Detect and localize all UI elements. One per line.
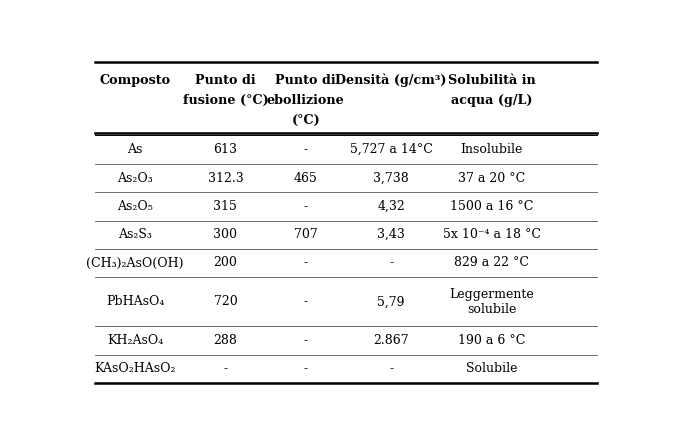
Text: 200: 200 [213,256,238,270]
Text: Solubilità in: Solubilità in [448,74,535,87]
Text: 5,79: 5,79 [377,295,405,308]
Text: 613: 613 [213,143,238,156]
Text: 312.3: 312.3 [207,172,243,185]
Text: As₂O₅: As₂O₅ [117,200,153,213]
Text: KAsO₂HAsO₂: KAsO₂HAsO₂ [95,362,176,375]
Text: 3,738: 3,738 [373,172,409,185]
Text: (°C): (°C) [292,114,320,127]
Text: Leggermente
solubile: Leggermente solubile [449,288,534,316]
Text: fusione (°C): fusione (°C) [182,94,268,107]
Text: 3,43: 3,43 [377,228,405,241]
Text: 4,32: 4,32 [377,200,405,213]
Text: -: - [304,200,308,213]
Text: 37 a 20 °C: 37 a 20 °C [458,172,525,185]
Text: -: - [389,362,394,375]
Text: 720: 720 [213,295,238,308]
Text: Composto: Composto [99,74,171,87]
Text: KH₂AsO₄: KH₂AsO₄ [107,334,163,347]
Text: 707: 707 [294,228,318,241]
Text: Densità (g/cm³): Densità (g/cm³) [335,73,447,87]
Text: -: - [304,295,308,308]
Text: 2.867: 2.867 [373,334,409,347]
Text: As: As [128,143,142,156]
Text: 288: 288 [213,334,238,347]
Text: -: - [304,143,308,156]
Text: -: - [304,334,308,347]
Text: 5,727 a 14°C: 5,727 a 14°C [350,143,433,156]
Text: acqua (g/L): acqua (g/L) [451,94,533,107]
Text: 190 a 6 °C: 190 a 6 °C [458,334,525,347]
Text: As₂S₃: As₂S₃ [118,228,152,241]
Text: -: - [389,256,394,270]
Text: 300: 300 [213,228,238,241]
Text: -: - [304,362,308,375]
Text: Punto di: Punto di [275,74,336,87]
Text: PbHAsO₄: PbHAsO₄ [106,295,164,308]
Text: Insolubile: Insolubile [460,143,522,156]
Text: 5x 10⁻⁴ a 18 °C: 5x 10⁻⁴ a 18 °C [443,228,541,241]
Text: 315: 315 [213,200,238,213]
Text: 465: 465 [294,172,318,185]
Text: 1500 a 16 °C: 1500 a 16 °C [450,200,533,213]
Text: -: - [223,362,227,375]
Text: Solubile: Solubile [466,362,517,375]
Text: (CH₃)₂AsO(OH): (CH₃)₂AsO(OH) [86,256,184,270]
Text: ebollizione: ebollizione [267,94,345,107]
Text: -: - [304,256,308,270]
Text: As₂O₃: As₂O₃ [117,172,153,185]
Text: 829 a 22 °C: 829 a 22 °C [454,256,529,270]
Text: Punto di: Punto di [195,74,256,87]
